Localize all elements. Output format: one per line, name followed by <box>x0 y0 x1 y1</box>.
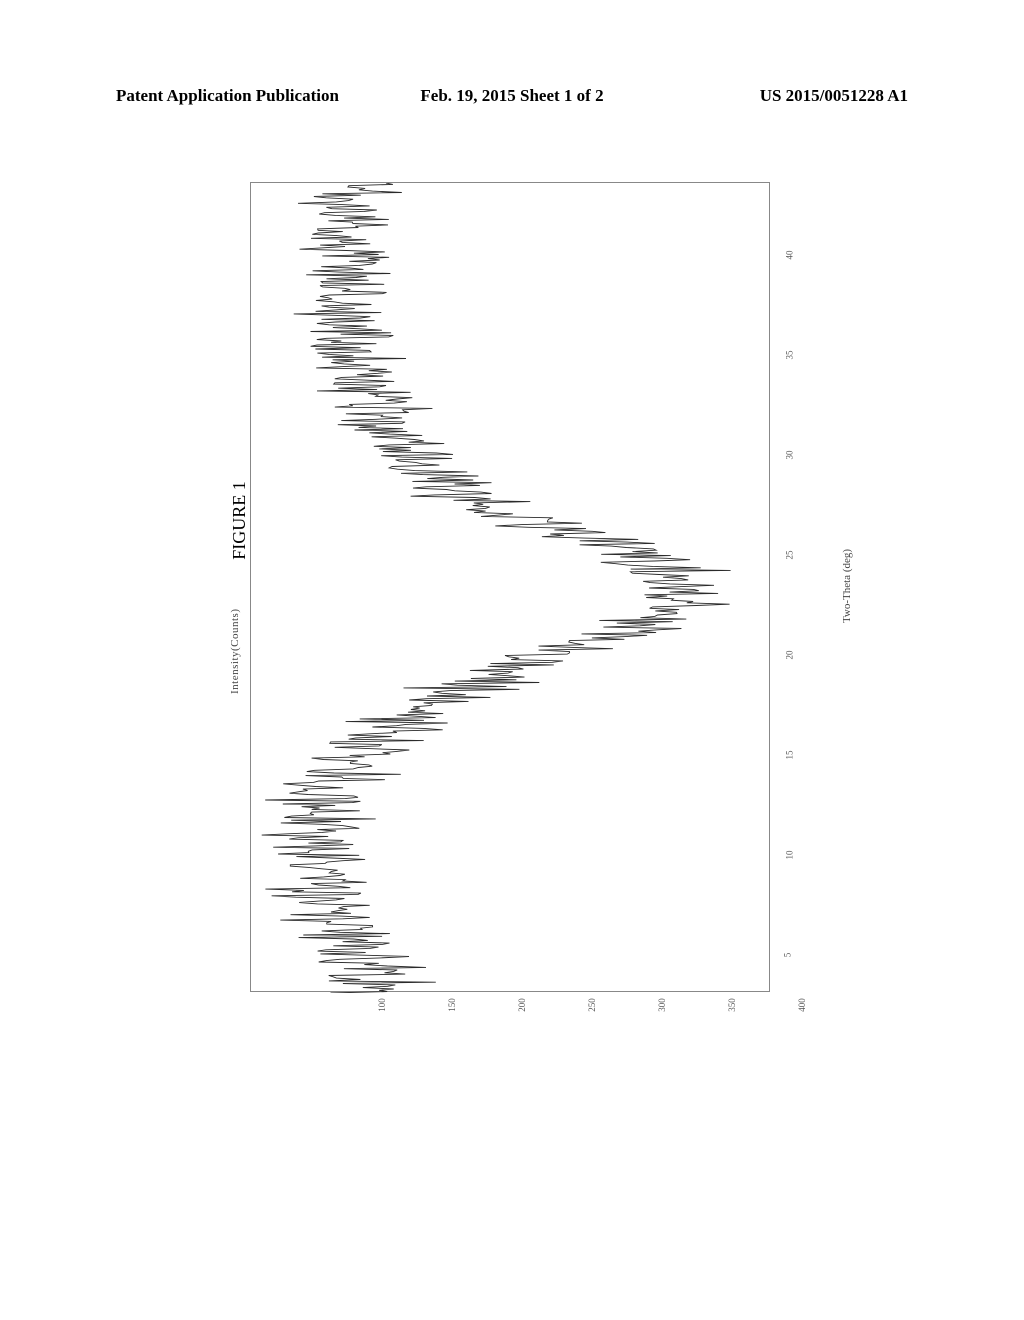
publication-number: US 2015/0051228 A1 <box>644 86 908 106</box>
publication-type: Patent Application Publication <box>116 86 380 106</box>
x-tick-label: 25 <box>785 551 795 560</box>
date-sheet-info: Feb. 19, 2015 Sheet 1 of 2 <box>380 86 644 106</box>
y-tick-label: 250 <box>587 998 597 1012</box>
x-tick-label: 40 <box>785 251 795 260</box>
figure-label: FIGURE 1 <box>229 481 250 560</box>
y-tick-label: 400 <box>797 998 807 1012</box>
x-tick-label: 10 <box>785 851 795 860</box>
x-tick-label: 15 <box>785 751 795 760</box>
x-axis-label: Two-Theta (deg) <box>841 549 853 623</box>
x-tick-label: 30 <box>785 451 795 460</box>
xrd-chart <box>250 182 770 992</box>
y-tick-label: 150 <box>447 998 457 1012</box>
y-tick-label: 300 <box>657 998 667 1012</box>
y-axis-label: Intensity(Counts) <box>229 609 241 695</box>
figure-container: FIGURE 1 Intensity(Counts) Two-Theta (de… <box>130 180 890 1080</box>
y-tick-label: 350 <box>727 998 737 1012</box>
y-tick-label: 100 <box>377 998 387 1012</box>
x-tick-label: 5 <box>782 953 792 958</box>
x-tick-label: 35 <box>785 351 795 360</box>
y-tick-label: 200 <box>517 998 527 1012</box>
xrd-trace-svg <box>251 183 771 993</box>
patent-header: Patent Application Publication Feb. 19, … <box>0 86 1024 106</box>
xrd-trace-path <box>262 183 731 993</box>
x-tick-label: 20 <box>785 651 795 660</box>
